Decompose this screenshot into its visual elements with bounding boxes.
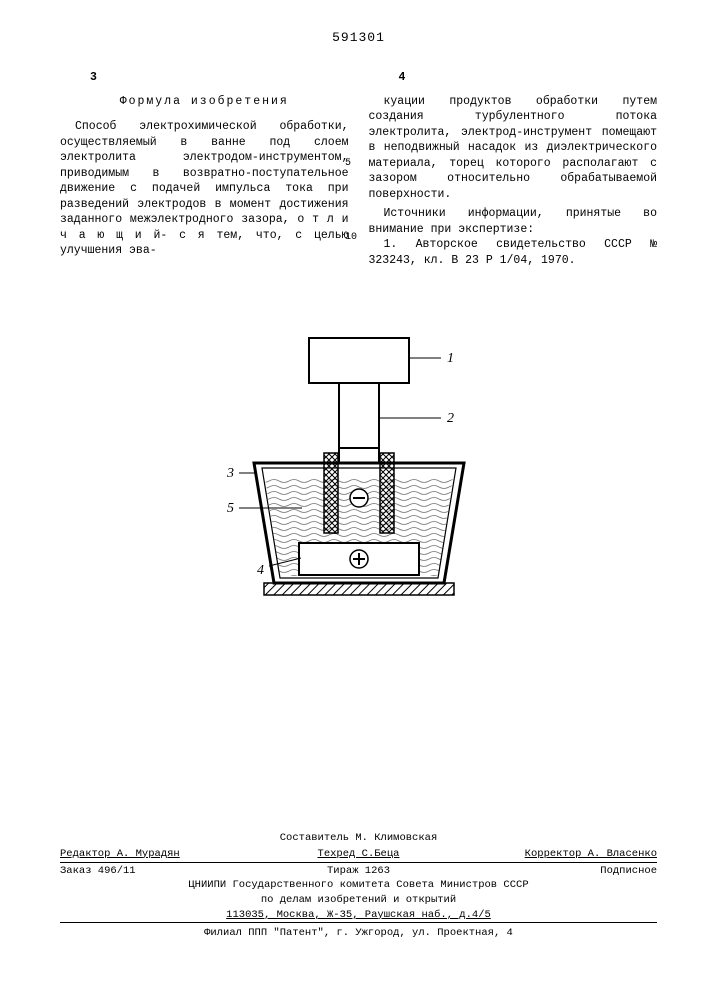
address: 113035, Москва, Ж-35, Раушская наб., д.4… [60, 909, 657, 922]
page-num-right: 4 [369, 70, 658, 86]
patent-diagram: 1 2 3 5 4 [209, 328, 509, 638]
references-header: Источники информации, принятые во вниман… [369, 206, 658, 237]
order-number: Заказ 496/11 [60, 865, 259, 877]
footer: Составитель М. Климовская Редактор А. Му… [60, 830, 657, 940]
diagram-label-1: 1 [447, 351, 454, 366]
patent-number: 591301 [60, 30, 657, 45]
diagram-label-5: 5 [227, 501, 234, 516]
circulation: Тираж 1263 [259, 865, 458, 877]
reference-1: 1. Авторское свидетельство СССР № 323243… [369, 237, 658, 268]
branch: Филиал ППП "Патент", г. Ужгород, ул. Про… [60, 927, 657, 940]
editor: Редактор А. Мурадян [60, 848, 259, 860]
diagram-label-2: 2 [447, 411, 454, 426]
formula-header: Формула изобретения [60, 94, 349, 110]
right-column: 4 куации продуктов обработки путем созда… [369, 70, 658, 268]
diagram-label-4: 4 [257, 563, 264, 578]
left-paragraph: Способ электрохимической обработки, осущ… [60, 119, 349, 259]
page-num-left: 3 [60, 70, 349, 86]
diagram-label-3: 3 [226, 466, 234, 481]
line-mark-5: 5 [345, 158, 351, 169]
org-line-2: по делам изобретений и открытий [60, 894, 657, 907]
org-line-1: ЦНИИПИ Государственного комитета Совета … [60, 879, 657, 892]
left-column: 3 Формула изобретения Способ электрохими… [60, 70, 349, 268]
two-column-text: 3 Формула изобретения Способ электрохими… [60, 70, 657, 268]
right-paragraph-1: куации продуктов обработки путем создани… [369, 94, 658, 203]
subscription: Подписное [458, 865, 657, 877]
corrector: Корректор А. Власенко [458, 848, 657, 860]
tech-editor: Техред С.Беца [259, 848, 458, 860]
compiler-line: Составитель М. Климовская [60, 832, 657, 845]
line-mark-10: 10 [345, 232, 357, 243]
